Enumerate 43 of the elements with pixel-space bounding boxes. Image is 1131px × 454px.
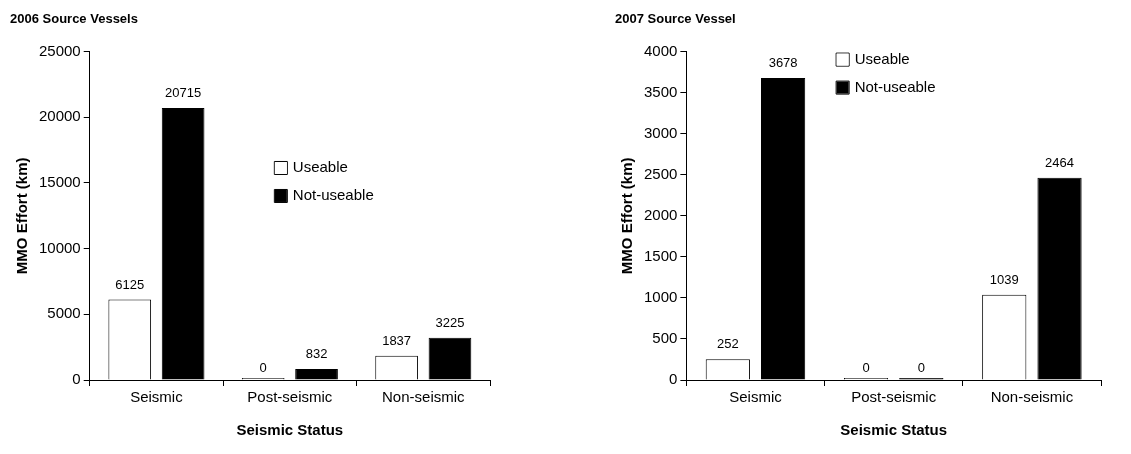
y-tick-label: 5000 <box>47 304 81 322</box>
data-label: 1039 <box>989 271 1019 287</box>
legend-label: Useable <box>854 49 910 67</box>
x-axis-title: Seismic Status <box>236 421 344 439</box>
x-tick-label: Post-seismic <box>247 388 333 406</box>
y-tick-label: 500 <box>652 329 678 347</box>
x-tick-label: Non-seismic <box>990 388 1074 406</box>
x-axis-title: Seismic Status <box>840 421 948 439</box>
x-tick-label: Seismic <box>729 388 783 406</box>
y-tick-label: 0 <box>669 370 678 388</box>
legend-label: Useable <box>292 158 348 176</box>
data-label: 3225 <box>435 314 465 330</box>
chart-title: 2006 Source Vessels <box>10 11 138 27</box>
y-tick-label: 2500 <box>643 164 678 182</box>
data-label: 2464 <box>1045 154 1074 170</box>
y-tick-label: 3000 <box>643 123 678 141</box>
y-axis-title: MMO Effort (km) <box>618 157 636 275</box>
y-tick-label: 20000 <box>38 107 81 125</box>
y-tick-label: 2000 <box>643 205 678 223</box>
x-tick-label: Post-seismic <box>851 388 937 406</box>
data-label: 20715 <box>165 84 202 100</box>
x-tick-label: Seismic <box>130 388 184 406</box>
data-label: 0 <box>862 360 870 376</box>
data-label: 1837 <box>382 332 412 348</box>
data-label: 6125 <box>115 276 145 292</box>
data-label: 0 <box>259 360 267 376</box>
y-tick-label: 1500 <box>643 246 678 264</box>
data-label: 0 <box>917 360 925 376</box>
y-tick-label: 4000 <box>643 41 678 59</box>
y-tick-label: 0 <box>72 370 81 388</box>
y-axis-title: MMO Effort (km) <box>13 157 31 275</box>
y-tick-label: 1000 <box>643 288 678 306</box>
y-tick-label: 25000 <box>38 41 81 59</box>
data-label: 252 <box>716 336 739 352</box>
chart-title: 2007 Source Vessel <box>615 11 736 27</box>
y-tick-label: 15000 <box>38 173 81 191</box>
y-tick-label: 3500 <box>643 82 678 100</box>
legend-label: Not-useable <box>854 77 936 95</box>
data-label: 3678 <box>768 55 798 71</box>
data-label: 832 <box>305 346 328 362</box>
y-tick-label: 10000 <box>38 238 81 256</box>
legend-label: Not-useable <box>292 186 374 204</box>
x-tick-label: Non-seismic <box>382 388 466 406</box>
